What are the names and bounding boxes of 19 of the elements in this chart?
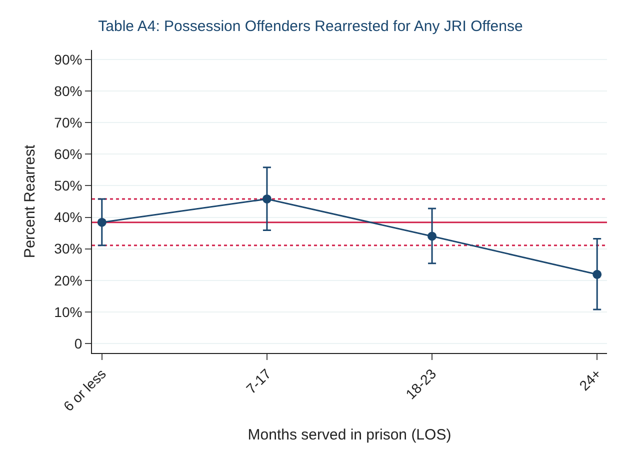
x-axis-title: Months served in prison (LOS) — [248, 426, 452, 444]
y-tick-label: 50% — [54, 178, 82, 194]
y-tick-label: 60% — [54, 146, 82, 162]
y-tick-label: 70% — [54, 114, 82, 130]
chart-title: Table A4: Possession Offenders Rearrested for Any JRI Offense — [98, 18, 523, 35]
y-tick-label: 90% — [54, 51, 82, 68]
y-axis-title: Percent Rearrest — [21, 144, 38, 258]
y-tick-label: 0 — [74, 335, 82, 352]
x-tick-label: 24+ — [576, 366, 604, 394]
y-tick-label: 40% — [54, 209, 82, 226]
y-tick-label: 20% — [54, 272, 82, 288]
point — [262, 194, 272, 204]
y-tick-label: 80% — [54, 82, 82, 99]
y-tick-label: 30% — [54, 240, 82, 257]
point — [592, 270, 602, 279]
y-tick-label: 10% — [54, 304, 82, 320]
point — [428, 232, 437, 241]
x-tick-label: 6 or less — [60, 366, 109, 414]
point — [97, 218, 106, 227]
